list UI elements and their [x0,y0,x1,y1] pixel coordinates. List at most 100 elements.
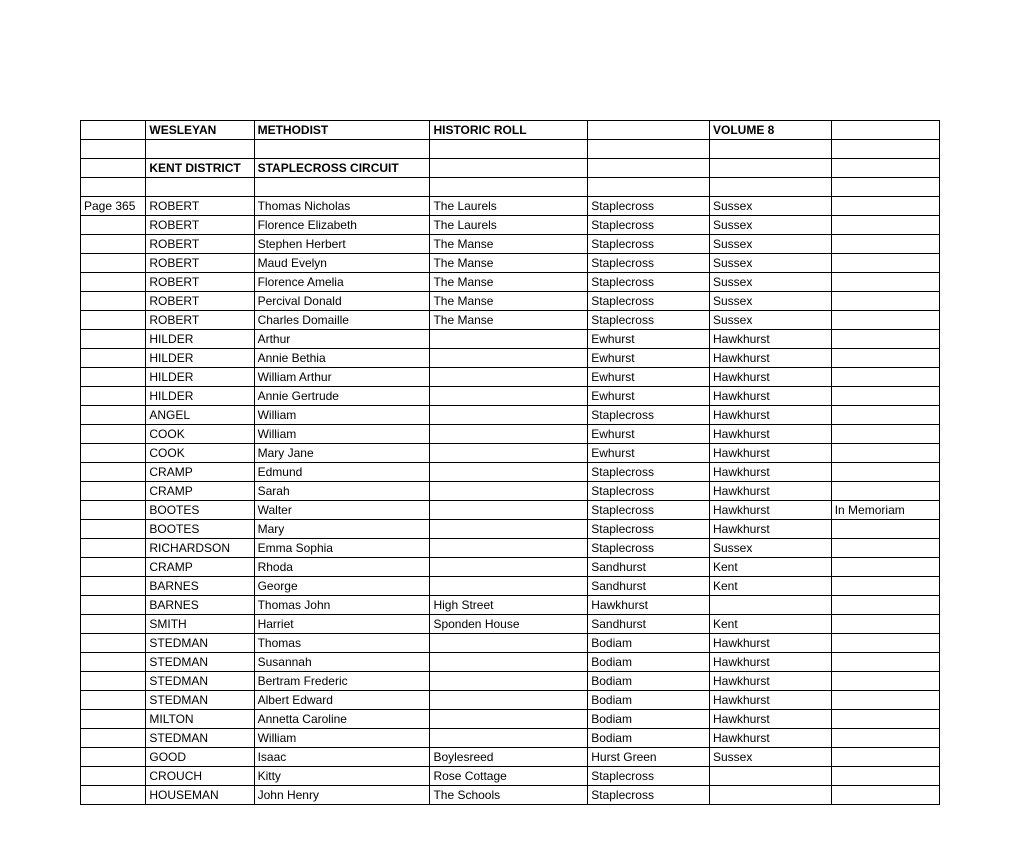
table-cell: Florence Elizabeth [254,216,430,235]
table-cell [831,691,939,710]
table-cell [81,634,146,653]
table-row: STEDMANWilliamBodiamHawkhurst [81,729,940,748]
table-cell: Staplecross [588,463,710,482]
table-cell [81,121,146,140]
table-cell [81,425,146,444]
table-cell [430,577,588,596]
table-cell [81,387,146,406]
table-cell [430,729,588,748]
table-cell: Sussex [709,539,831,558]
table-cell: BARNES [146,577,254,596]
table-row: ROBERTFlorence ElizabethThe LaurelsStapl… [81,216,940,235]
table-cell: Bodiam [588,672,710,691]
table-row: CRAMPEdmundStaplecrossHawkhurst [81,463,940,482]
table-cell [831,178,939,197]
table-cell: Bodiam [588,729,710,748]
table-cell [831,596,939,615]
table-row: ROBERTCharles DomailleThe ManseStaplecro… [81,311,940,330]
table-cell [81,482,146,501]
table-cell: STEDMAN [146,729,254,748]
table-cell: Ewhurst [588,368,710,387]
table-cell [831,615,939,634]
table-cell: Staplecross [588,216,710,235]
table-cell [81,292,146,311]
table-cell: Charles Domaille [254,311,430,330]
table-cell: Sussex [709,197,831,216]
table-row: ROBERTFlorence AmeliaThe ManseStaplecros… [81,273,940,292]
table-cell: Ewhurst [588,330,710,349]
table-cell: Sussex [709,254,831,273]
table-cell: Sussex [709,748,831,767]
table-cell: Hawkhurst [709,425,831,444]
table-cell: STEDMAN [146,634,254,653]
table-row: MILTONAnnetta CarolineBodiamHawkhurst [81,710,940,729]
table-cell [430,558,588,577]
table-cell: Staplecross [588,406,710,425]
table-cell [430,140,588,159]
table-cell [831,463,939,482]
table-cell [81,216,146,235]
table-cell [81,159,146,178]
table-cell: CRAMP [146,558,254,577]
table-row: HOUSEMANJohn HenryThe SchoolsStaplecross [81,786,940,805]
table-cell [81,520,146,539]
table-row: Page 365ROBERTThomas NicholasThe Laurels… [81,197,940,216]
table-cell: Ewhurst [588,444,710,463]
table-cell: Hawkhurst [709,387,831,406]
table-cell [831,672,939,691]
table-cell [430,349,588,368]
table-cell [709,596,831,615]
table-cell: Hawkhurst [709,710,831,729]
table-cell [831,786,939,805]
table-cell: Susannah [254,653,430,672]
table-cell [430,406,588,425]
table-cell: Page 365 [81,197,146,216]
table-row: ANGELWilliamStaplecrossHawkhurst [81,406,940,425]
table-row [81,178,940,197]
table-cell: The Manse [430,254,588,273]
table-cell: Hawkhurst [709,463,831,482]
table-cell: Bodiam [588,653,710,672]
table-cell: Thomas [254,634,430,653]
table-row: WESLEYANMETHODISTHISTORIC ROLLVOLUME 8 [81,121,940,140]
table-cell: STAPLECROSS CIRCUIT [254,159,430,178]
table-cell [254,140,430,159]
table-cell: Hawkhurst [709,330,831,349]
table-cell [430,425,588,444]
table-cell: ROBERT [146,254,254,273]
table-cell [588,159,710,178]
table-cell: Sussex [709,216,831,235]
table-cell [831,311,939,330]
table-cell: The Manse [430,273,588,292]
table-cell [81,596,146,615]
table-cell [831,140,939,159]
table-cell [430,482,588,501]
table-row: STEDMANThomasBodiamHawkhurst [81,634,940,653]
table-cell [709,140,831,159]
table-cell [81,539,146,558]
table-cell [831,425,939,444]
table-cell: Thomas Nicholas [254,197,430,216]
table-cell: HOUSEMAN [146,786,254,805]
table-row: STEDMANAlbert EdwardBodiamHawkhurst [81,691,940,710]
table-row: ROBERTStephen HerbertThe ManseStaplecros… [81,235,940,254]
table-cell [430,672,588,691]
table-cell: Sandhurst [588,558,710,577]
table-cell: William [254,406,430,425]
table-cell: ROBERT [146,197,254,216]
table-cell [81,273,146,292]
table-cell [430,520,588,539]
table-cell: Hawkhurst [709,691,831,710]
table-cell: Kent [709,558,831,577]
table-cell: HILDER [146,368,254,387]
table-cell: Staplecross [588,501,710,520]
table-row: HILDERAnnie BethiaEwhurstHawkhurst [81,349,940,368]
table-cell [81,178,146,197]
historic-roll-table: WESLEYANMETHODISTHISTORIC ROLLVOLUME 8KE… [80,120,940,805]
table-cell: MILTON [146,710,254,729]
table-cell [81,577,146,596]
table-cell [831,159,939,178]
table-cell: The Schools [430,786,588,805]
table-cell [831,444,939,463]
table-cell [81,330,146,349]
